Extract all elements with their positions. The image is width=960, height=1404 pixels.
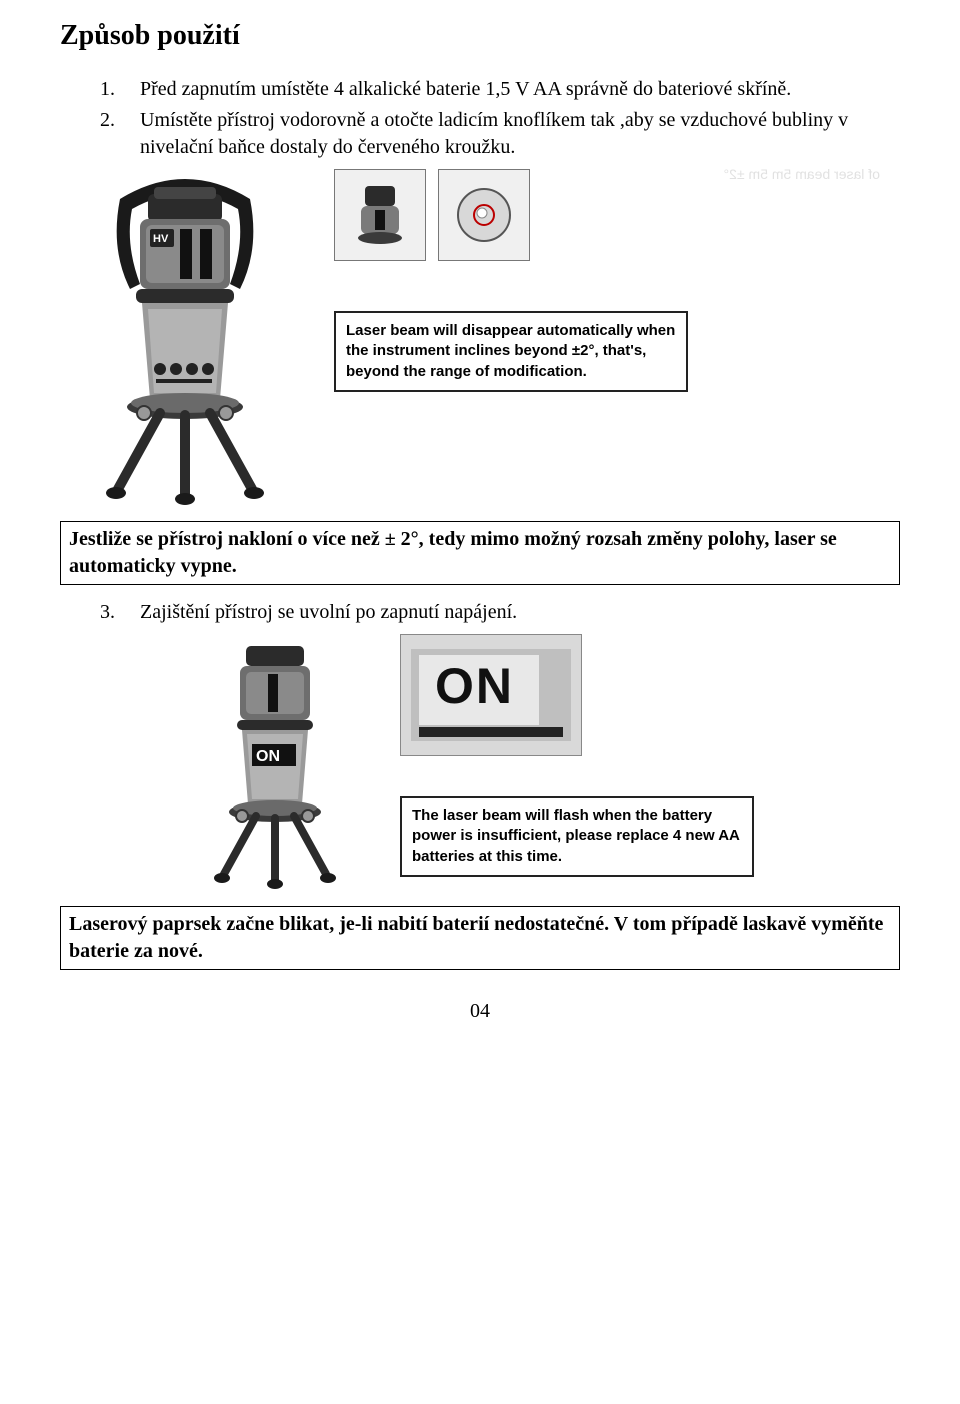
instruction-list-2: 3. Zajištění přístroj se uvolní po zapnu… bbox=[100, 599, 900, 626]
laser-device-small-icon: ON bbox=[180, 634, 370, 894]
on-switch-thumb-icon: ON bbox=[400, 634, 582, 756]
list-item: 2. Umístěte přístroj vodorovně a otočte … bbox=[100, 107, 900, 161]
callout-box-1: Laser beam will disappear automatically … bbox=[334, 311, 688, 392]
on-label: ON bbox=[435, 657, 514, 715]
item-text: Zajištění přístroj se uvolní po zapnutí … bbox=[140, 599, 900, 626]
list-item: 3. Zajištění přístroj se uvolní po zapnu… bbox=[100, 599, 900, 626]
svg-text:ON: ON bbox=[256, 748, 280, 765]
figure-row-2: ON bbox=[60, 634, 900, 894]
note-box-2: Laserový paprsek začne blikat, je-li nab… bbox=[60, 906, 900, 970]
item-text: Umístěte přístroj vodorovně a otočte lad… bbox=[140, 107, 900, 161]
figure-row-1: HV bbox=[60, 169, 900, 509]
figure-1-right-column: Laser beam will disappear automatically … bbox=[334, 169, 688, 392]
page-title: Způsob použití bbox=[60, 20, 900, 52]
item-text: Před zapnutím umístěte 4 alkalické bater… bbox=[140, 76, 900, 103]
bubble-level-thumb-icon bbox=[438, 169, 530, 261]
callout-box-2: The laser beam will flash when the batte… bbox=[400, 796, 754, 877]
page: of laser beam 5m 5m ±2° Způsob použití 1… bbox=[0, 0, 960, 1404]
device-top-thumb-icon bbox=[334, 169, 426, 261]
svg-text:HV: HV bbox=[153, 233, 169, 245]
item-number: 3. bbox=[100, 599, 140, 626]
item-number: 2. bbox=[100, 107, 140, 161]
note-box-1: Jestliže se přístroj nakloní o více než … bbox=[60, 521, 900, 585]
item-number: 1. bbox=[100, 76, 140, 103]
laser-device-large-icon: HV bbox=[60, 169, 310, 509]
figure-2-right-column: ON The laser beam will flash when the ba… bbox=[400, 634, 754, 877]
thumbnail-row bbox=[334, 169, 688, 261]
list-item: 1. Před zapnutím umístěte 4 alkalické ba… bbox=[100, 76, 900, 103]
page-number: 04 bbox=[60, 1000, 900, 1023]
instruction-list: 1. Před zapnutím umístěte 4 alkalické ba… bbox=[100, 76, 900, 161]
laser-level-illustration: HV bbox=[60, 169, 310, 509]
